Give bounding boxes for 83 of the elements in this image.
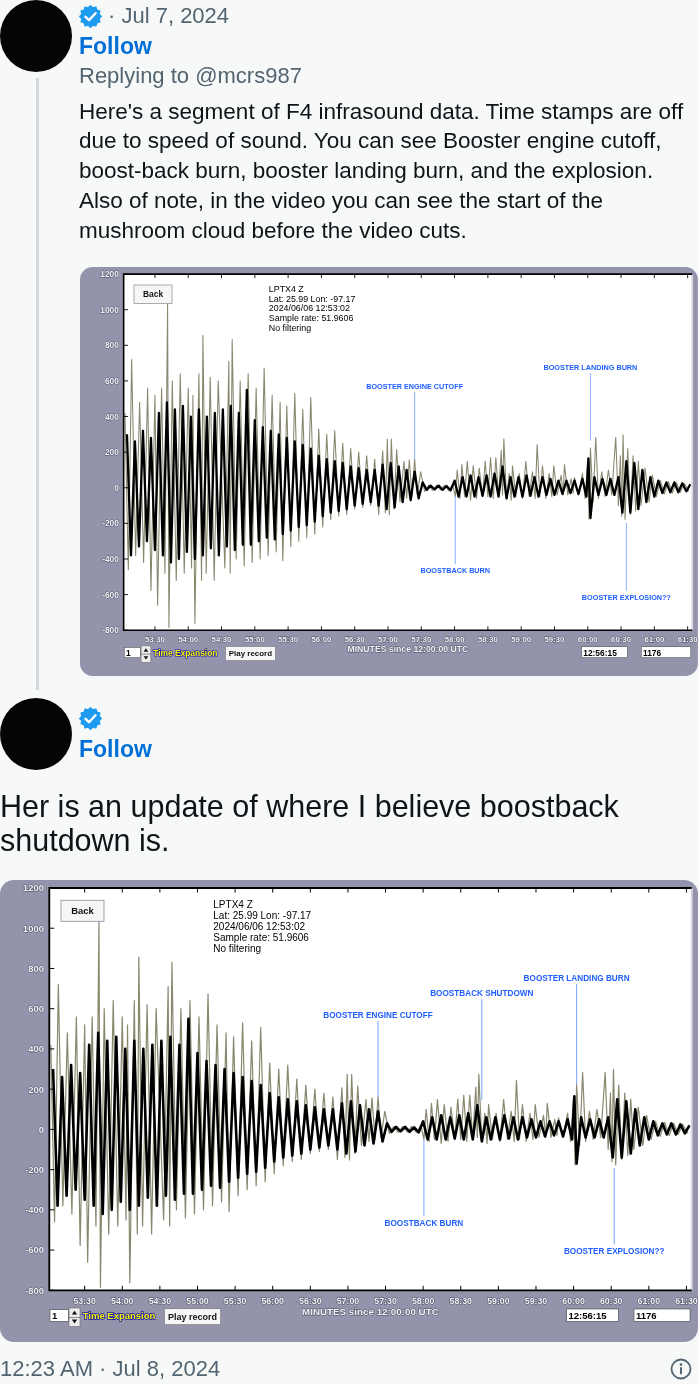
- line-series: [51, 1017, 691, 1216]
- y-tick-label: -600: [24, 1244, 44, 1256]
- button: Play record: [163, 1308, 222, 1326]
- y-tick-label: 1000: [100, 304, 120, 315]
- annotation: Sample rate: 51.9606: [268, 313, 354, 323]
- text: Her is an update of where I believe boostback shutdown is.: [0, 788, 620, 858]
- x-axis-title: MINUTES since 12:00:00 UTC: [347, 643, 469, 654]
- text: · Jul 7, 2024: [108, 2, 230, 28]
- y-tick-label: -800: [102, 625, 120, 636]
- annotation: BOOSTBACK BURN: [384, 1218, 464, 1228]
- x-tick-label: 57:00: [336, 1296, 360, 1306]
- y-tick-label: -200: [102, 518, 120, 529]
- text: Follow: [79, 32, 152, 59]
- x-tick-label: 56:00: [261, 1296, 285, 1306]
- text: LPTX4 Z: [213, 899, 253, 910]
- annotation: BOOSTBACK BURN: [420, 566, 491, 576]
- y-tick-label: 600: [104, 375, 120, 386]
- y-tick-label: 1200: [100, 269, 120, 280]
- y-tick-label: -400: [102, 553, 120, 564]
- text: 12:23 AM · Jul 8, 2024: [0, 1356, 221, 1382]
- x-tick-label: 61:30: [675, 1296, 698, 1306]
- x-tick-label: 55:30: [223, 1296, 247, 1306]
- text-field: 12:56:15: [581, 646, 628, 658]
- x-axis-title: MINUTES since 12:00:00 UTC: [302, 1305, 439, 1317]
- text: Follow: [79, 736, 152, 762]
- annotation: Lat: 25.99 Lon: -97.17: [268, 293, 356, 304]
- y-tick-label: -200: [24, 1164, 44, 1176]
- text-field: 1176: [633, 1308, 691, 1322]
- x-tick-label: 58:30: [449, 1296, 473, 1306]
- y-tick-label: 200: [104, 447, 120, 458]
- annotation: No filtering: [213, 943, 262, 954]
- annotation: Back: [71, 905, 95, 917]
- annotation: BOOSTER LANDING BURN: [543, 363, 638, 373]
- y-tick-label: 0: [114, 482, 120, 493]
- x-tick-label: 59:00: [487, 1296, 510, 1306]
- annotation: No filtering: [268, 322, 312, 333]
- text: Replying to @mcrs987: [79, 63, 302, 89]
- text-field: 1: [124, 647, 141, 658]
- annotation: 2024/06/06 12:53:02: [268, 303, 351, 314]
- annotation: BOOSTER EXPLOSION??: [563, 1247, 665, 1257]
- text-field: 12:56:15: [566, 1308, 619, 1322]
- annotation: Lat: 25.99 Lon: -97.17: [213, 910, 312, 921]
- x-tick-label: 54:30: [148, 1296, 172, 1306]
- text: Here's a segment of F4 infrasound data. Time stamps are off due to speed of sound. You can see Booster engine cutoff, boost-back burn, booster landing burn, and the explosion. Also of note, in the video you can see the start of the mushroom cloud before the video cuts.: [79, 97, 685, 245]
- annotation: BOOSTER EXPLOSION??: [581, 592, 672, 602]
- x-tick-label: 54:00: [111, 1296, 134, 1306]
- y-tick-label: -600: [102, 589, 120, 600]
- x-tick-label: 60:00: [562, 1296, 585, 1306]
- y-tick-label: 800: [104, 340, 120, 351]
- button: Back: [133, 284, 173, 304]
- y-tick-label: 400: [104, 411, 120, 422]
- x-tick-label: 55:00: [186, 1296, 209, 1306]
- text-field: 1: [49, 1309, 69, 1322]
- annotation: Back: [143, 289, 164, 300]
- x-tick-label: 60:30: [599, 1296, 623, 1306]
- line-series: [125, 388, 692, 564]
- y-tick-label: 1000: [22, 922, 44, 934]
- y-tick-label: -400: [24, 1204, 44, 1216]
- text: Time Expansion: [153, 647, 218, 658]
- annotation: Sample rate: 51.9606: [213, 932, 310, 943]
- annotation: BOOSTER LANDING BURN: [523, 974, 630, 984]
- x-tick-label: 53:30: [73, 1296, 97, 1306]
- x-tick-label: 59:30: [524, 1296, 548, 1306]
- annotation: 2024/06/06 12:53:02: [213, 921, 306, 932]
- text: LPTX4 Z: [268, 283, 305, 294]
- button: Play record: [225, 646, 276, 661]
- annotation: BOOSTBACK SHUTDOWN: [430, 989, 534, 999]
- text-field: 1176: [640, 646, 692, 658]
- y-tick-label: 200: [28, 1083, 44, 1095]
- y-tick-label: 600: [28, 1003, 44, 1015]
- y-tick-label: 800: [28, 962, 44, 974]
- x-tick-label: 58:00: [411, 1296, 435, 1306]
- y-tick-label: 400: [28, 1043, 44, 1055]
- button: Back: [60, 899, 105, 922]
- x-tick-label: 56:30: [299, 1296, 322, 1306]
- annotation: BOOSTER ENGINE CUTOFF: [323, 1010, 433, 1020]
- text: Time Expansion: [82, 1310, 156, 1321]
- annotation: BOOSTER ENGINE CUTOFF: [366, 381, 464, 391]
- y-tick-label: 1200: [22, 882, 44, 894]
- y-tick-label: 0: [38, 1123, 44, 1135]
- x-tick-label: 61:00: [637, 1296, 661, 1306]
- y-tick-label: -800: [24, 1284, 44, 1296]
- x-tick-label: 57:30: [374, 1296, 397, 1306]
